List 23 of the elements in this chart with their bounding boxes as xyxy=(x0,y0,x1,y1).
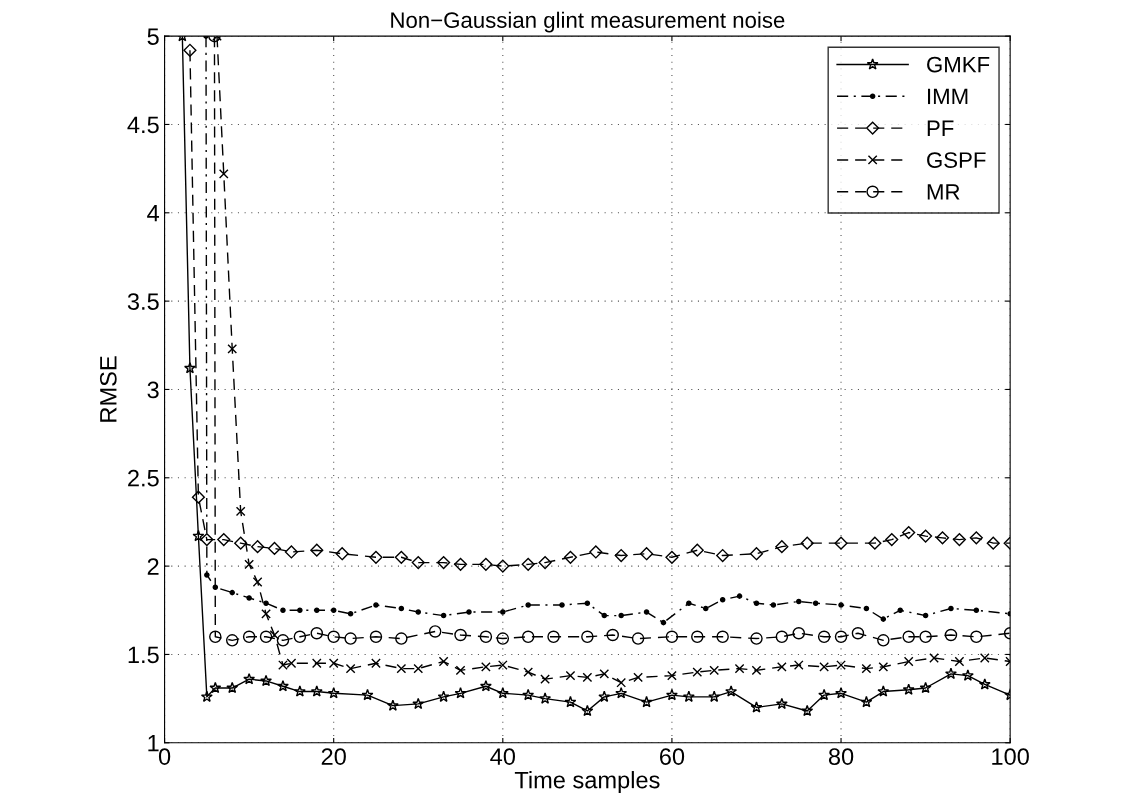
x-tick-label: 20 xyxy=(321,748,346,765)
x-axis-title: Time samples xyxy=(514,771,660,794)
legend-label: MR xyxy=(927,184,960,200)
y-tick-label: 3.5 xyxy=(127,293,159,310)
x-tick-label: 60 xyxy=(659,748,685,765)
y-tick-label: 4.5 xyxy=(127,116,159,134)
legend-label: IMM xyxy=(928,88,968,105)
y-tick-label: 1 xyxy=(148,735,159,752)
y-tick-label: 4 xyxy=(147,205,160,222)
y-tick-label: 2.5 xyxy=(128,469,159,487)
legend-label: PF xyxy=(927,120,954,136)
x-tick-label: 40 xyxy=(490,748,516,765)
y-tick-label: 2 xyxy=(147,558,159,575)
y-tick-label: 1.5 xyxy=(128,646,159,664)
y-axis-title: RMSE xyxy=(99,356,117,422)
y-tick-label: 5 xyxy=(147,28,159,45)
legend-label: GMKF xyxy=(927,56,990,73)
x-tick-label: 0 xyxy=(158,748,171,765)
x-tick-label: 80 xyxy=(828,748,854,765)
x-tick-label: 100 xyxy=(992,748,1029,765)
y-tick-label: 3 xyxy=(147,381,159,399)
chart-title: Non−Gaussian glint measurement noise xyxy=(391,11,785,33)
legend-label: GSPF xyxy=(927,152,986,168)
